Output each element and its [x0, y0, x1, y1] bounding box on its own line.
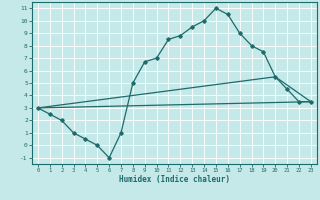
X-axis label: Humidex (Indice chaleur): Humidex (Indice chaleur)	[119, 175, 230, 184]
